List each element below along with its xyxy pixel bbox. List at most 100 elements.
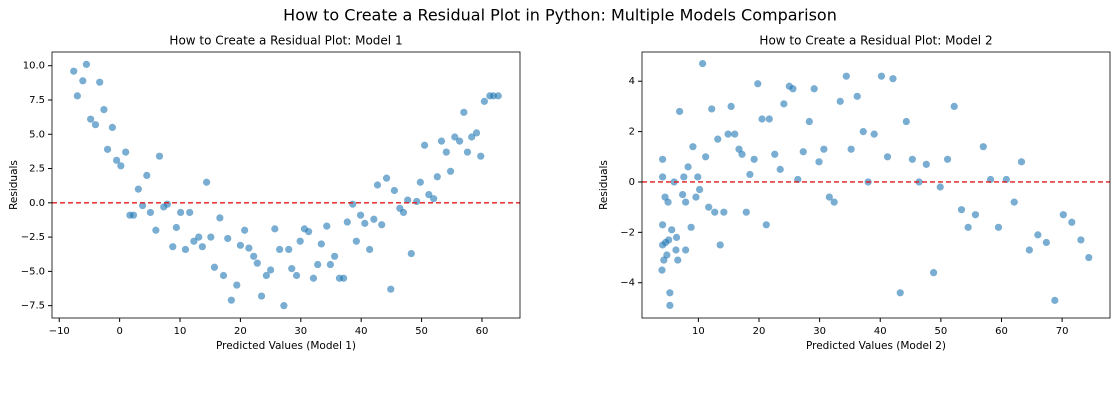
point — [163, 200, 171, 208]
y-tick-label: 10.0 — [23, 61, 45, 72]
point — [340, 274, 348, 282]
point — [210, 263, 219, 271]
y-tick-label: 0.0 — [29, 198, 45, 209]
point — [352, 237, 360, 245]
point — [1025, 246, 1033, 254]
point — [842, 72, 850, 80]
point — [460, 108, 468, 116]
x-tick-label: 40 — [874, 326, 887, 337]
point — [780, 100, 788, 108]
point — [799, 148, 807, 156]
point — [765, 115, 773, 123]
y-tick-label: −2.5 — [21, 232, 45, 243]
point — [349, 200, 357, 208]
y-tick-label: 5.0 — [29, 129, 45, 140]
point — [219, 271, 228, 280]
point — [404, 196, 412, 204]
point — [390, 186, 398, 195]
point — [758, 115, 766, 123]
point — [442, 148, 450, 156]
point — [236, 241, 245, 249]
point — [250, 252, 258, 260]
point — [664, 198, 672, 206]
y-tick-label: 2.5 — [29, 164, 45, 175]
point — [687, 223, 695, 231]
point — [870, 130, 878, 138]
point — [73, 92, 81, 100]
point — [292, 271, 301, 280]
point — [659, 221, 667, 229]
point — [134, 185, 142, 193]
y-tick-label: 0 — [629, 177, 635, 188]
y-tick-label: −5.0 — [21, 266, 45, 277]
point — [986, 175, 995, 184]
point — [186, 208, 194, 217]
point — [202, 178, 211, 186]
point — [257, 292, 266, 300]
point — [1034, 231, 1042, 239]
x-tick-label: 10 — [692, 326, 705, 337]
point — [684, 163, 692, 171]
x-tick-label: −10 — [49, 326, 70, 337]
x-tick-label: 50 — [415, 326, 428, 337]
point — [731, 130, 739, 138]
point — [699, 59, 707, 68]
point — [198, 243, 206, 251]
point — [1077, 236, 1085, 244]
point — [853, 92, 861, 100]
point — [659, 155, 667, 163]
point — [971, 211, 980, 219]
point — [830, 198, 838, 206]
point — [480, 97, 488, 105]
point — [433, 173, 441, 181]
point — [190, 237, 198, 245]
x-tick-label: 40 — [355, 326, 368, 337]
point — [468, 133, 476, 141]
point — [70, 67, 78, 75]
point — [805, 117, 813, 126]
point — [789, 85, 797, 93]
point — [663, 251, 671, 259]
point — [122, 148, 130, 156]
axes-frame — [641, 51, 1111, 319]
point — [762, 221, 770, 229]
y-tick-label: −4 — [620, 278, 635, 289]
point — [356, 211, 365, 219]
point — [994, 223, 1003, 231]
point — [724, 130, 732, 138]
point — [1051, 296, 1059, 304]
point — [425, 190, 433, 199]
point — [705, 203, 713, 211]
x-tick-label: 20 — [753, 326, 766, 337]
point — [708, 105, 716, 113]
point — [146, 208, 155, 217]
point — [680, 173, 688, 181]
x-tick-label: 70 — [1056, 326, 1069, 337]
point — [113, 156, 121, 164]
x-tick-label: 30 — [294, 326, 307, 337]
point — [1085, 253, 1093, 262]
x-tick-label: 60 — [476, 326, 489, 337]
point — [343, 218, 351, 226]
point — [836, 97, 844, 105]
point — [241, 226, 249, 234]
point — [666, 289, 674, 297]
y-tick-label: −7.5 — [21, 301, 45, 312]
point — [859, 127, 867, 136]
point — [825, 193, 833, 201]
point — [437, 137, 446, 145]
point — [296, 237, 304, 245]
point — [665, 236, 673, 244]
point — [253, 259, 261, 267]
point — [694, 173, 702, 181]
point — [456, 137, 464, 145]
point — [692, 193, 700, 201]
point — [1059, 211, 1067, 219]
point — [152, 226, 160, 234]
point — [79, 77, 87, 85]
point — [979, 143, 987, 151]
point — [1068, 218, 1076, 226]
point — [96, 78, 104, 86]
point — [451, 133, 459, 141]
